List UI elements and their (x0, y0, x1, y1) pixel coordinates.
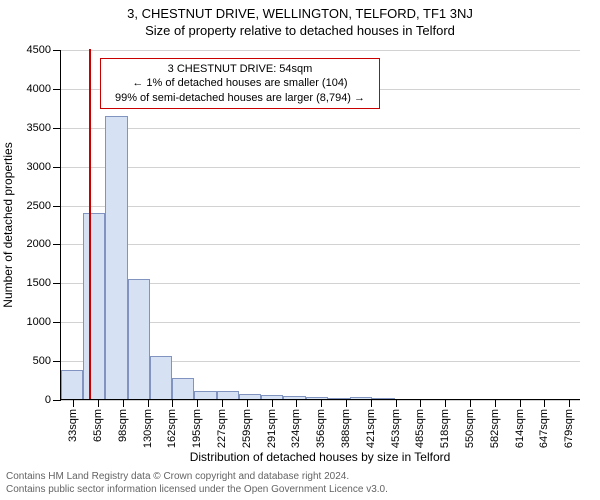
y-tick-label: 1000 (27, 316, 51, 328)
x-tick-label: 388sqm (340, 409, 352, 448)
x-axis-label: Distribution of detached houses by size … (60, 450, 580, 464)
y-tick (53, 128, 61, 129)
grid-line (61, 206, 580, 207)
x-tick (495, 399, 496, 407)
y-tick (53, 50, 61, 51)
annotation-line-2: ← 1% of detached houses are smaller (104… (107, 76, 373, 90)
x-tick-label: 582sqm (489, 409, 501, 448)
x-tick-label: 324sqm (290, 409, 302, 448)
y-tick (53, 361, 61, 362)
x-tick-label: 259sqm (241, 409, 253, 448)
grid-line (61, 167, 580, 168)
x-tick-label: 550sqm (464, 409, 476, 448)
y-tick (53, 322, 61, 323)
x-tick (296, 399, 297, 407)
x-tick (172, 399, 173, 407)
x-tick-label: 130sqm (142, 409, 154, 448)
y-tick-label: 3000 (27, 161, 51, 173)
x-tick (123, 399, 124, 407)
x-tick-label: 614sqm (514, 409, 526, 448)
annotation-line-1: 3 CHESTNUT DRIVE: 54sqm (107, 62, 373, 76)
grid-line (61, 50, 580, 51)
chart-title: 3, CHESTNUT DRIVE, WELLINGTON, TELFORD, … (0, 6, 600, 21)
x-tick-label: 485sqm (414, 409, 426, 448)
histogram-bar (83, 213, 105, 399)
x-tick-label: 356sqm (315, 409, 327, 448)
x-tick-label: 33sqm (67, 409, 79, 442)
grid-line (61, 128, 580, 129)
histogram-bar (372, 398, 394, 399)
x-tick (445, 399, 446, 407)
y-tick-label: 0 (45, 394, 51, 406)
y-tick (53, 89, 61, 90)
histogram-bar (172, 378, 194, 399)
x-tick-label: 162sqm (166, 409, 178, 448)
y-tick (53, 206, 61, 207)
x-tick (420, 399, 421, 407)
y-tick-label: 2000 (27, 238, 51, 250)
x-tick-label: 291sqm (266, 409, 278, 448)
x-tick-label: 421sqm (365, 409, 377, 448)
x-tick (520, 399, 521, 407)
y-tick-label: 2500 (27, 200, 51, 212)
histogram-bar (217, 391, 239, 399)
x-tick-label: 679sqm (563, 409, 575, 448)
x-tick-label: 98sqm (117, 409, 129, 442)
x-tick-label: 195sqm (191, 409, 203, 448)
x-tick (148, 399, 149, 407)
x-tick (371, 399, 372, 407)
histogram-bar (350, 397, 372, 399)
histogram-bar (194, 391, 216, 399)
x-tick (247, 399, 248, 407)
x-tick-label: 65sqm (92, 409, 104, 442)
x-tick (544, 399, 545, 407)
x-tick (321, 399, 322, 407)
x-tick (396, 399, 397, 407)
footer-line-2: Contains public sector information licen… (6, 484, 388, 497)
y-axis-label: Number of detached properties (1, 142, 15, 307)
y-tick-label: 4500 (27, 44, 51, 56)
y-tick (53, 283, 61, 284)
histogram-bar (105, 116, 127, 399)
histogram-bar (150, 356, 172, 399)
x-tick (197, 399, 198, 407)
x-tick (73, 399, 74, 407)
property-marker-line (89, 49, 91, 399)
footer-line-1: Contains HM Land Registry data © Crown c… (6, 471, 388, 484)
y-tick (53, 244, 61, 245)
x-tick-label: 227sqm (216, 409, 228, 448)
histogram-bar (128, 279, 150, 399)
histogram-bar (61, 370, 83, 399)
y-tick (53, 400, 61, 401)
grid-line (61, 244, 580, 245)
y-tick-label: 4000 (27, 83, 51, 95)
x-tick (222, 399, 223, 407)
x-tick-label: 453sqm (390, 409, 402, 448)
x-tick-label: 647sqm (538, 409, 550, 448)
chart-subtitle: Size of property relative to detached ho… (0, 23, 600, 38)
y-tick-label: 3500 (27, 122, 51, 134)
x-tick (569, 399, 570, 407)
histogram-bar (283, 396, 305, 399)
x-tick (470, 399, 471, 407)
chart-container: 3, CHESTNUT DRIVE, WELLINGTON, TELFORD, … (0, 0, 600, 500)
y-tick (53, 167, 61, 168)
x-tick-label: 518sqm (439, 409, 451, 448)
x-tick (346, 399, 347, 407)
y-tick-label: 500 (33, 355, 51, 367)
histogram-bar (239, 394, 261, 399)
annotation-box: 3 CHESTNUT DRIVE: 54sqm ← 1% of detached… (100, 58, 380, 109)
x-tick (98, 399, 99, 407)
footer-text: Contains HM Land Registry data © Crown c… (6, 471, 388, 496)
histogram-bar (306, 397, 328, 399)
annotation-line-3: 99% of semi-detached houses are larger (… (107, 91, 373, 105)
y-tick-label: 1500 (27, 277, 51, 289)
x-tick (272, 399, 273, 407)
